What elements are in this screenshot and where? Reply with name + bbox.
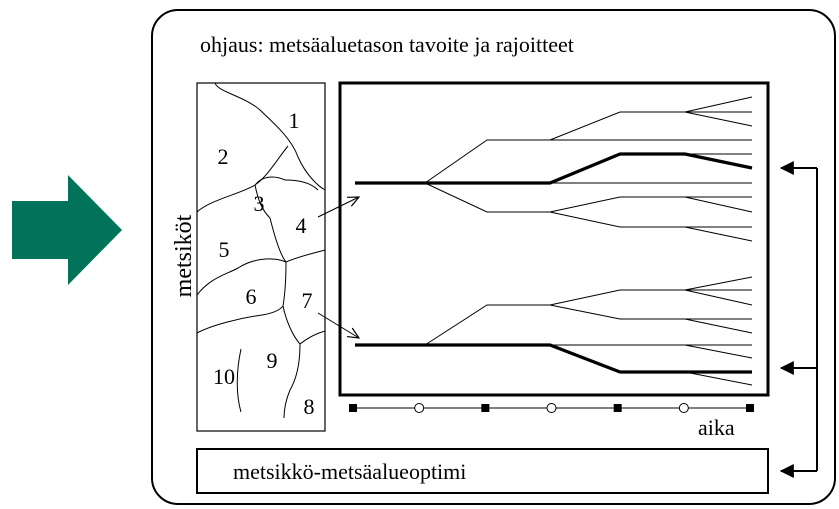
stand-map: 1 2 3 4 5 6 7 8 9 10	[196, 82, 326, 432]
branch-line	[684, 371, 753, 386]
stand-boundary	[269, 217, 287, 263]
branch-line	[549, 211, 685, 228]
stand-boundary	[282, 261, 287, 307]
stand-number: 6	[246, 284, 257, 309]
stand-number: 7	[302, 288, 313, 313]
branch-line	[684, 276, 753, 291]
stand-boundary	[254, 176, 286, 186]
stand-number: 10	[213, 364, 235, 389]
time-tick-square-icon	[481, 404, 490, 412]
time-tick-square-icon	[613, 404, 622, 412]
stand-boundary	[283, 343, 301, 419]
time-tick-square-icon	[746, 404, 754, 412]
schedule-frame	[338, 81, 770, 397]
branch-line	[684, 111, 753, 127]
time-tick-square-icon	[349, 404, 357, 412]
branch-line	[684, 226, 753, 242]
branch-line	[684, 344, 753, 359]
time-tick-circle-icon	[678, 403, 689, 413]
time-tick-circle-icon	[414, 403, 425, 413]
branch-line	[424, 139, 550, 184]
outer-frame	[151, 9, 836, 505]
schedule-panel	[338, 81, 770, 397]
stand-boundary	[196, 145, 289, 213]
branch-line	[684, 318, 753, 334]
branch-line	[549, 304, 685, 320]
branch-line	[424, 304, 550, 346]
stand-number: 1	[289, 108, 300, 133]
branch-line	[549, 111, 685, 141]
branch-line	[424, 182, 550, 213]
stand-boundary	[254, 184, 271, 219]
stand-number: 8	[304, 394, 315, 419]
stand-number: 9	[267, 348, 278, 373]
input-arrow-icon	[12, 175, 122, 285]
stand-boundary	[284, 179, 319, 191]
stand-number: 3	[254, 191, 265, 216]
stand-boundary	[236, 348, 242, 413]
stand-map-frame	[196, 82, 326, 432]
optimum-label: metsikkö-metsäalueoptimi	[233, 459, 466, 484]
stands-axis-label: metsiköt	[171, 214, 197, 297]
branch-line	[549, 196, 685, 213]
stand-boundary	[196, 305, 284, 334]
optimum-box	[196, 448, 769, 494]
optimal-path	[355, 343, 752, 374]
stand-number: 4	[296, 213, 307, 238]
time-tick-circle-icon	[546, 403, 557, 413]
time-ticks	[349, 403, 754, 413]
stand-boundary	[282, 305, 301, 345]
branch-line	[549, 289, 685, 306]
feedback-loop	[779, 161, 818, 478]
branch-line	[684, 196, 753, 213]
stand-boundary	[285, 249, 326, 263]
stand-boundary	[299, 330, 326, 345]
control-title: ohjaus: metsäaluetason tavoite ja rajoit…	[200, 32, 574, 57]
stand-boundary	[196, 258, 287, 296]
branch-line	[684, 289, 753, 306]
time-axis-label: aika	[698, 415, 735, 440]
optimal-path	[355, 152, 753, 185]
branch-line	[684, 96, 753, 113]
stand-boundary	[214, 82, 326, 191]
stand-number: 5	[219, 237, 230, 262]
time-axis: aika	[349, 403, 754, 440]
stand-number: 2	[218, 144, 229, 169]
